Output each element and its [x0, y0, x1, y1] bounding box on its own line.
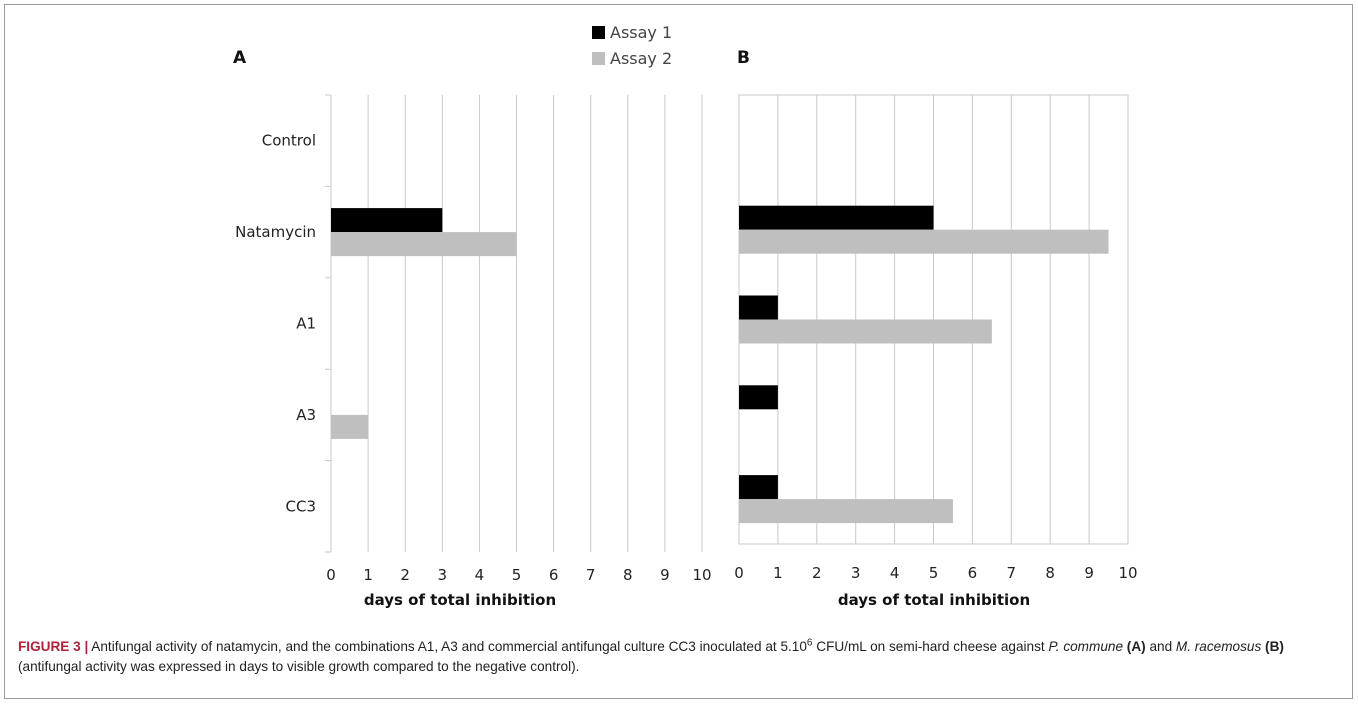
panel-b-x-tick-label: 9 [1084, 564, 1094, 582]
legend-label: Assay 2 [610, 49, 672, 68]
panel-b-x-tick-label: 1 [773, 564, 783, 582]
caption-text-4: (antifungal activity was expressed in da… [18, 659, 580, 674]
caption-panel-b-ref: (B) [1265, 639, 1284, 654]
panel-b-bar [739, 229, 1109, 254]
panel-a-category-label: CC3 [286, 497, 317, 515]
panel-a-x-axis-label: days of total inhibition [364, 591, 556, 609]
panel-a-bar [331, 208, 443, 233]
caption-panel-a-ref: (A) [1126, 639, 1146, 654]
panel-b-x-tick-label: 6 [968, 564, 978, 582]
panel-a-x-tick-label: 10 [692, 566, 711, 584]
panel-b-bar [739, 475, 778, 500]
panel-b-x-tick-label: 5 [929, 564, 939, 582]
legend-swatch [592, 52, 605, 65]
panel-a-x-tick-label: 4 [475, 566, 485, 584]
panel-b-bar [739, 499, 953, 524]
legend-label: Assay 1 [610, 23, 672, 42]
panel-b-x-tick-label: 4 [890, 564, 900, 582]
caption-text-3: and [1145, 639, 1176, 654]
panel-b-label: B [737, 48, 750, 68]
caption-text-2: CFU/mL on semi-hard cheese against [812, 639, 1049, 654]
figure-caption: FIGURE 3 | Antifungal activity of natamy… [18, 637, 1338, 677]
panel-a-x-tick-label: 9 [660, 566, 670, 584]
panel-a-x-tick-label: 7 [586, 566, 596, 584]
legend-swatch [592, 26, 605, 39]
caption-species-a: P. commune [1048, 639, 1124, 654]
panel-b-x-axis-label: days of total inhibition [838, 591, 1030, 609]
panel-a-bar [331, 232, 517, 257]
panel-b-bar [739, 319, 992, 344]
panel-a-x-tick-label: 8 [623, 566, 633, 584]
panel-a-x-tick-label: 2 [400, 566, 410, 584]
panel-a-category-label: Natamycin [235, 223, 316, 241]
caption-species-b: M. racemosus [1175, 639, 1262, 654]
figure-label: FIGURE 3 | [18, 639, 89, 654]
caption-text-1: Antifungal activity of natamycin, and th… [88, 639, 807, 654]
panel-a-x-tick-label: 5 [512, 566, 522, 584]
figure-chart: A0 1 2 3 4 5 6 7 8 9 10ControlNatamycinA1A3CC3days… [233, 23, 1138, 609]
panel-b-x-tick-label: 3 [851, 564, 861, 582]
panel-b-x-tick-label: 7 [1007, 564, 1017, 582]
panel-b-x-tick-label: 8 [1045, 564, 1055, 582]
panel-a-category-label: A1 [296, 315, 316, 333]
panel-a-x-tick-label: 3 [438, 566, 448, 584]
panel-a-x-tick-label: 6 [549, 566, 559, 584]
panel-b-x-tick-label: 10 [1118, 564, 1137, 582]
panel-b-bar [739, 205, 934, 230]
panel-b-x-tick-label: 2 [812, 564, 822, 582]
panel-b-x-tick-label: 0 [734, 564, 744, 582]
panel-a-x-tick-label: 1 [363, 566, 373, 584]
panel-a-bar [331, 414, 369, 439]
panel-b-bar [739, 295, 778, 320]
panel-a-category-label: A3 [296, 406, 316, 424]
figure-frame [4, 4, 1353, 699]
panel-a-category-label: Control [262, 132, 316, 150]
caption-superscript: 6 [806, 637, 813, 649]
panel-b-bar [739, 385, 778, 410]
panel-a-label: A [233, 48, 247, 68]
panel-a-x-tick-label: 0 [326, 566, 336, 584]
